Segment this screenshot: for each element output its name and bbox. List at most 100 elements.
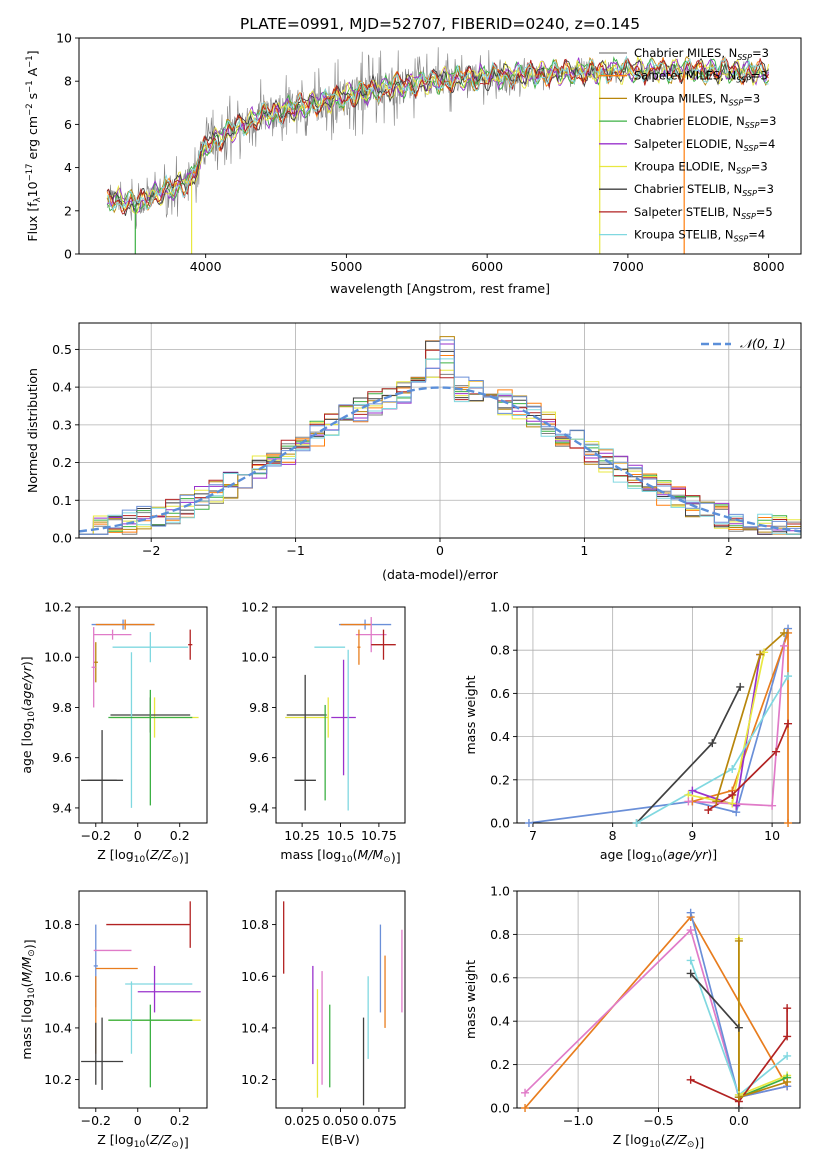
spectrum-axes: 4000 5000 6000 7000 8000 0 2 4 6 8 10 wavelength [A… (25, 31, 802, 296)
mass-vs-EBV-ytick-label-0: 10.2 (241, 1072, 269, 1087)
massweight-vs-Z-ytick-label-1: 0.2 (490, 1057, 510, 1072)
mass-vs-EBV-ytick-label-1: 10.4 (241, 1020, 269, 1035)
massweight-vs-Z-marker-8-2 (783, 1077, 792, 1086)
mass-vs-Z-ylabel: mass [log10(M/M⊙)] (19, 939, 37, 1059)
residuals-plot-area (79, 336, 801, 538)
massweight-vs-Z-series-7 (690, 1008, 788, 1103)
spectrum-legend-label-8: Kroupa STELIB, NSSP=4 (634, 228, 765, 244)
spectrum-ytick-label-2: 4 (64, 160, 72, 175)
massweight-vs-age-ytick-label-2: 0.4 (490, 729, 510, 744)
spectrum-xtick-label-3: 7000 (612, 259, 644, 274)
age-vs-mass-axes: 10.25 10.5 10.75 9.4 9.6 9.8 10.0 10.2 mass [log… (241, 600, 406, 865)
residuals-xtick-label-2: 0 (436, 543, 444, 558)
mass-vs-Z-xtick-label-0: −0.2 (81, 1113, 111, 1128)
massweight-vs-age-ytick-label-1: 0.2 (490, 772, 510, 787)
massweight-vs-age-marker-1-2 (736, 682, 745, 691)
residuals-ylabel: Normed distribution (25, 368, 40, 493)
spectrum-xtick-label-2: 6000 (471, 259, 503, 274)
massweight-vs-Z-marker-1-1 (686, 926, 695, 935)
massweight-vs-Z-marker-7-2 (783, 1032, 792, 1041)
mass-vs-EBV-axes: 0.025 0.050 0.075 10.2 10.4 10.6 10.8 E(B-V) (241, 890, 406, 1147)
age-vs-Z-ytick-label-3: 10.0 (44, 650, 72, 665)
mass-vs-Z-xtick-label-2: 0.2 (170, 1113, 190, 1128)
mass-vs-EBV-xlabel: E(B-V) (321, 1132, 360, 1147)
spectrum-model-line-8 (107, 55, 769, 212)
massweight-vs-age-axes: 7 8 9 10 0.0 0.2 0.4 0.6 0.8 1.0 age [log10(age/yr… (463, 600, 801, 865)
massweight-vs-age-xtick-label-0: 7 (529, 828, 537, 843)
massweight-vs-Z-marker-4-1 (734, 1023, 743, 1032)
massweight-vs-age-marker-7-2 (780, 641, 789, 650)
age-vs-mass-xlabel: mass [log10(M/M⊙)] (280, 847, 400, 865)
spectrum-ylabel: Flux [fλ10−17 erg cm−2 s−1 A−1] (25, 50, 43, 241)
age-vs-mass-xtick-label-2: 10.75 (361, 828, 397, 843)
massweight-vs-age-ytick-label-4: 0.8 (490, 643, 510, 658)
spectrum-legend: Chabrier MILES, NSSP=3 Salpeter MILES, NS… (599, 46, 776, 244)
residuals-ytick-label-1: 0.1 (52, 493, 72, 508)
mass-vs-Z-ytick-label-0: 10.2 (44, 1072, 72, 1087)
massweight-vs-Z-marker-0-0 (521, 1104, 530, 1112)
massweight-vs-age-marker-8-1 (756, 650, 765, 659)
residuals-xtick-label-1: −1 (286, 543, 304, 558)
mass-vs-Z-xtick-label-1: 0 (134, 1113, 142, 1128)
massweight-vs-age-plot-area (528, 628, 789, 823)
spectrum-legend-label-2: Kroupa MILES, NSSP=3 (634, 91, 760, 107)
residuals-axes: −2 −1 0 1 2 0.0 0.1 0.2 0.3 0.4 0.5 (data-model)/er… (25, 322, 802, 582)
massweight-vs-age-xtick-label-3: 10 (764, 828, 780, 843)
mass-vs-EBV-xtick-label-2: 0.075 (361, 1113, 397, 1128)
massweight-vs-age-marker-8-0 (712, 797, 721, 806)
spectrum-legend-label-4: Salpeter ELODIE, NSSP=4 (634, 137, 775, 153)
massweight-vs-Z-xtick-label-0: −1.0 (563, 1113, 593, 1128)
massweight-vs-Z-marker-3-0 (686, 956, 695, 965)
massweight-vs-age-series-2 (692, 632, 789, 823)
massweight-vs-age-xlabel: age [log10(age/yr)] (600, 847, 717, 865)
massweight-vs-Z-marker-7-3 (783, 1004, 792, 1013)
residuals-ytick-label-2: 0.2 (52, 455, 72, 470)
massweight-vs-Z-ytick-label-4: 0.8 (490, 927, 510, 942)
mass-vs-Z-axes: −0.2 0 0.2 10.2 10.4 10.6 10.8 Z [log10(Z/Z⊙)] m… (19, 890, 208, 1150)
massweight-vs-age-marker-5-2 (784, 672, 793, 681)
mass-vs-EBV-ytick-label-2: 10.6 (241, 969, 269, 984)
mass-vs-Z-ytick-label-2: 10.6 (44, 969, 72, 984)
residuals-xlabel: (data-model)/error (382, 567, 499, 582)
age-vs-Z-xtick-label-1: 0 (134, 828, 142, 843)
massweight-vs-age-marker-4-1 (728, 799, 737, 808)
massweight-vs-age-marker-0-0 (524, 819, 533, 827)
spectrum-legend-label-7: Salpeter STELIB, NSSP=5 (634, 205, 773, 221)
massweight-vs-age-marker-2-3 (784, 819, 793, 827)
spectrum-frame (78, 37, 802, 255)
mass-vs-EBV-plot-area (283, 901, 403, 1106)
massweight-vs-age-marker-7-1 (768, 801, 777, 810)
spectrum-plot-area (106, 47, 770, 254)
spectrum-legend-label-5: Kroupa ELODIE, NSSP=3 (634, 160, 768, 176)
gaussian-curve (79, 386, 801, 533)
massweight-vs-Z-xlabel: Z [log10(Z/Z⊙)] (613, 1132, 704, 1150)
spectrum-ytick-label-3: 6 (64, 117, 72, 132)
massweight-vs-Z-series-5 (738, 938, 788, 1097)
age-vs-mass-ytick-label-4: 10.2 (241, 600, 269, 615)
residual-histogram-7 (79, 349, 801, 538)
residuals-legend-label: 𝒩(0, 1) (740, 336, 786, 351)
age-vs-Z-axes: −0.2 0 0.2 9.4 9.6 9.8 10.0 10.2 Z [log10(Z/Z⊙)]… (19, 600, 208, 865)
figure-title: PLATE=0991, MJD=52707, FIBERID=0240, z=0… (240, 15, 640, 33)
residuals-ytick-label-5: 0.5 (52, 342, 72, 357)
massweight-vs-Z-xtick-label-1: −0.5 (643, 1113, 673, 1128)
massweight-vs-Z-ytick-label-5: 1.0 (490, 884, 510, 899)
spectrum-legend-label-6: Chabrier STELIB, NSSP=3 (634, 182, 774, 198)
massweight-vs-age-series-4 (688, 652, 765, 805)
mass-vs-EBV-xtick-label-0: 0.025 (284, 1113, 320, 1128)
age-vs-Z-ylabel: age [log10(age/yr)] (19, 656, 37, 773)
massweight-vs-Z-marker-1-0 (521, 1088, 530, 1097)
age-vs-mass-ytick-label-1: 9.6 (249, 750, 269, 765)
massweight-vs-age-marker-5-0 (632, 819, 641, 827)
spectrum-xtick-label-0: 4000 (190, 259, 222, 274)
massweight-vs-age-xtick-label-1: 8 (609, 828, 617, 843)
residuals-ytick-label-4: 0.4 (52, 380, 72, 395)
age-vs-Z-ytick-label-2: 9.8 (52, 700, 72, 715)
massweight-vs-age-ytick-label-0: 0.0 (490, 816, 510, 831)
age-vs-Z-plot-area (81, 619, 199, 823)
massweight-vs-Z-marker-4-0 (686, 969, 695, 978)
spectrum-ytick-label-4: 8 (64, 74, 72, 89)
age-vs-mass-xtick-label-0: 10.25 (284, 828, 320, 843)
massweight-vs-Z-ytick-label-2: 0.4 (490, 1014, 510, 1029)
